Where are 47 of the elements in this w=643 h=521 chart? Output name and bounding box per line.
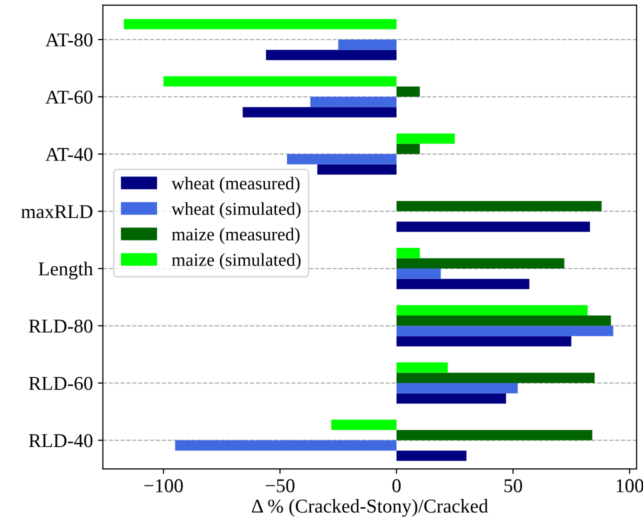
- bar: [396, 200, 602, 212]
- x-tick-label: 100: [616, 479, 643, 492]
- bar: [286, 154, 397, 164]
- bar: [396, 372, 595, 384]
- bar: [310, 96, 397, 108]
- bar: [396, 336, 572, 346]
- y-tick-label: RLD-40: [28, 434, 92, 448]
- bar: [266, 50, 397, 60]
- bar: [124, 18, 397, 30]
- bar: [396, 450, 466, 461]
- bar: [396, 393, 506, 404]
- bar: [175, 440, 397, 451]
- bar: [396, 248, 420, 258]
- x-tick-label: 0: [392, 479, 401, 492]
- y-tick-label: RLD-80: [28, 320, 92, 333]
- y-tick-label: RLD-60: [28, 376, 92, 390]
- bar: [396, 278, 530, 290]
- legend-label: wheat (measured): [172, 176, 300, 194]
- x-tick-label: 50: [504, 479, 522, 492]
- bar: [396, 258, 564, 269]
- bar: [396, 430, 592, 440]
- bar: [396, 268, 441, 279]
- y-tick-label: Length: [38, 262, 93, 280]
- bar: [396, 326, 614, 336]
- x-tick-label: −50: [266, 479, 294, 492]
- bar: [396, 86, 420, 97]
- bar: [396, 362, 448, 373]
- bar: [396, 315, 611, 326]
- legend-label: maize (simulated): [172, 253, 301, 270]
- bar: [396, 383, 518, 394]
- bar: [396, 222, 590, 232]
- legend-label: wheat (simulated): [172, 202, 301, 219]
- bar: [396, 305, 588, 316]
- bar: [163, 76, 397, 86]
- y-tick-label: maxRLD: [21, 205, 92, 218]
- bar: [396, 133, 455, 144]
- x-axis-title: Δ % (Cracked-Stony)/Cracked: [252, 499, 488, 517]
- bar: [331, 420, 397, 430]
- y-tick-label: AT-60: [45, 90, 92, 104]
- y-tick-label: AT-80: [45, 33, 92, 46]
- y-tick-label: AT-40: [45, 148, 92, 161]
- bar: [396, 144, 420, 154]
- bar: [317, 164, 397, 175]
- legend-label: maize (measured): [172, 228, 300, 244]
- bar: [338, 40, 397, 50]
- x-tick-label: −100: [144, 479, 183, 492]
- bar: [242, 107, 397, 118]
